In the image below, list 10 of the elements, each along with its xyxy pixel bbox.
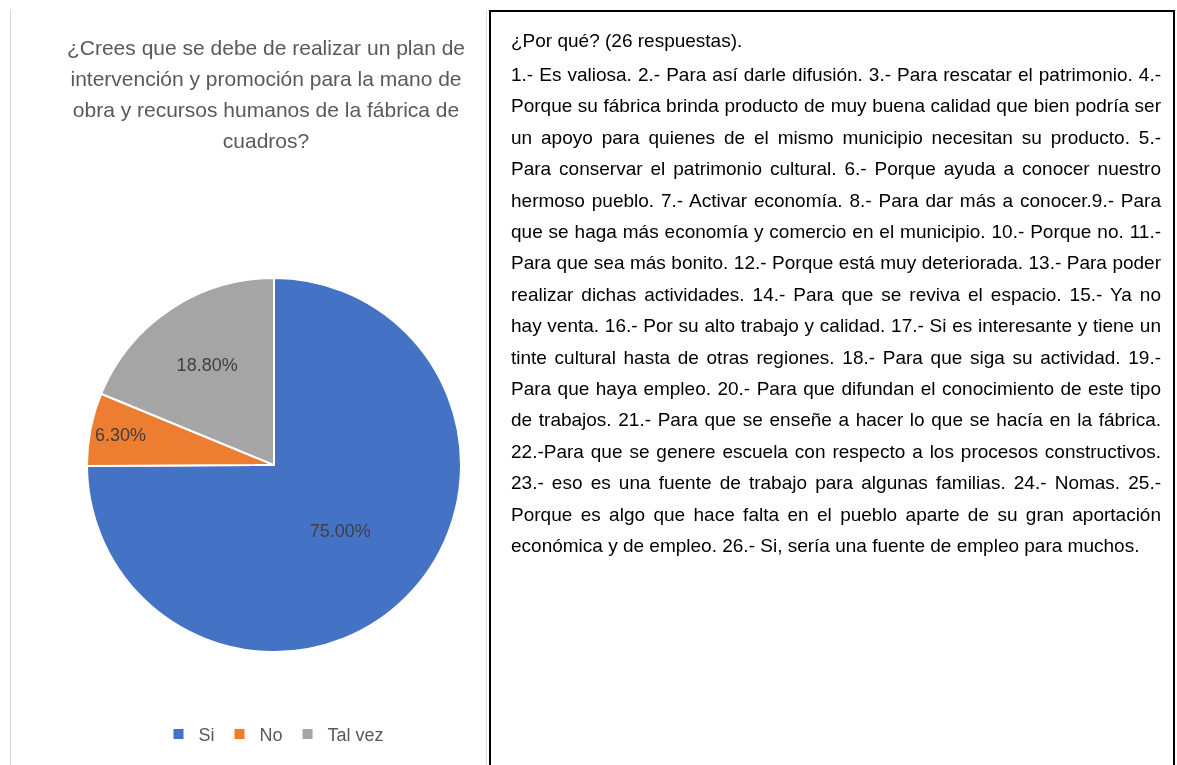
legend-label: Tal vez bbox=[327, 725, 384, 745]
pie-slice bbox=[86, 277, 462, 653]
legend-label: No bbox=[259, 725, 283, 745]
data-label: 6.30% bbox=[95, 425, 147, 446]
data-label: 75.00% bbox=[309, 520, 371, 541]
legend-label: Si bbox=[198, 725, 215, 745]
data-label: 18.80% bbox=[176, 355, 238, 376]
text: ¿Por qué? (26 respuestas). bbox=[511, 29, 744, 53]
text: 1.- Es valiosa. 2.- Para así darle difusión. 3.- Para rescatar el patrimonio. 4.-Porque su fábrica brinda producto de muy buena calidad que bien podría ser un apoyo para quienes de el mismo municipio necesitan su producto. 5.- Para conservar el patrimonio cultural. 6.- Porque ayuda a conocer nuestro hermoso pueblo. 7.- Activar economía. 8.- Para dar más a conocer.9.- Para que se haga más economía y comercio en el municipio. 10.- Porque no. 11.- Para que sea más bonito. 12.- Porque está muy deteriorada. 13.- Para poder realizar dichas actividades. 14.- Para que se reviva el espacio. 15.- Ya no hay venta. 16.- Por su alto trabajo y calidad. 17.- Si es interesante y tiene un tinte cultural hasta de otras regiones. 18.- Para que siga su actividad. 19.- Para que haya empleo. 20.- Para que difundan el conocimiento de este tipo de trabajos. 21.- Para que se enseñe a hacer lo que se hacía en la fábrica. 22.-Para que se genere escuela con respecto a los procesos constructivos. 23.- eso es una fuente de trabajo para algunas familias. 24.- Nomas. 25.- Porque es algo que hace falta en el pueblo aparte de su gran aportación económica y de empleo. 26.- Si, sería una fuente de empleo para muchos. bbox=[511, 64, 1161, 557]
chart-title: ¿Crees que se debe de realizar un plan de intervención y promoción para la mano de obra y recursos humanos de la fábrica de cuadros? bbox=[66, 35, 466, 154]
